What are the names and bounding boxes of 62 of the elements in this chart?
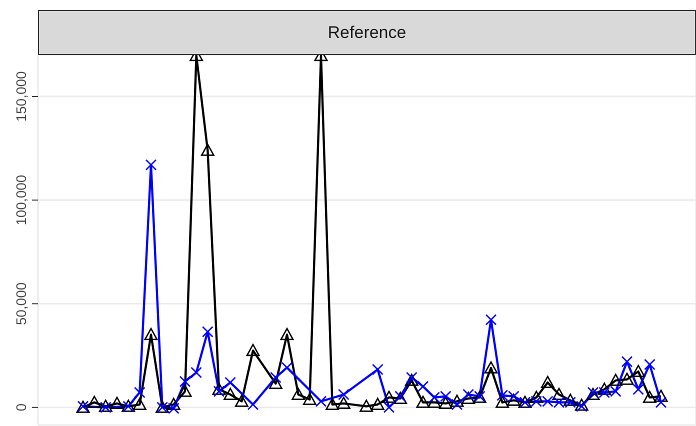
y-tick-label: 150,000 — [13, 70, 29, 122]
point — [302, 392, 316, 406]
point — [292, 388, 306, 400]
point — [598, 382, 612, 395]
chart-title: Reference — [328, 22, 406, 42]
point — [438, 396, 452, 409]
point — [484, 361, 498, 374]
point — [268, 376, 282, 390]
point — [224, 376, 236, 388]
point — [88, 396, 102, 408]
y-tick-label: 100,000 — [13, 174, 29, 226]
point — [383, 402, 395, 414]
y-tick-label: 0 — [13, 403, 29, 412]
point — [632, 384, 644, 396]
point — [416, 396, 430, 408]
point — [280, 328, 294, 340]
point — [564, 394, 578, 406]
point — [372, 364, 384, 376]
point — [134, 386, 146, 398]
point — [370, 398, 384, 410]
point — [132, 398, 146, 410]
point — [270, 372, 282, 384]
point — [202, 326, 214, 338]
point — [338, 388, 350, 400]
point — [315, 396, 327, 408]
point — [404, 374, 418, 386]
point — [382, 390, 396, 403]
point — [644, 358, 656, 370]
point — [485, 314, 497, 326]
point — [450, 394, 464, 407]
y-tick-label: 50,000 — [13, 282, 29, 326]
point — [110, 396, 124, 409]
point — [234, 394, 248, 407]
point — [642, 390, 656, 403]
point — [144, 328, 158, 340]
point — [224, 388, 238, 400]
point — [496, 396, 510, 408]
point — [530, 390, 544, 403]
point — [608, 374, 622, 386]
point — [166, 398, 180, 410]
point — [620, 372, 634, 385]
point — [632, 364, 646, 378]
point — [360, 400, 374, 412]
point — [190, 366, 202, 378]
point — [428, 396, 442, 408]
point — [506, 394, 520, 406]
point — [178, 384, 192, 397]
point — [213, 386, 225, 398]
point — [145, 159, 157, 171]
point — [336, 396, 350, 409]
point — [451, 398, 463, 410]
point — [552, 388, 566, 400]
point — [406, 372, 418, 384]
point — [654, 390, 668, 402]
point — [540, 376, 554, 388]
point — [621, 356, 633, 368]
point — [326, 398, 340, 410]
point — [179, 376, 191, 388]
point — [212, 382, 226, 395]
point — [655, 396, 667, 408]
point — [246, 344, 260, 356]
point — [462, 392, 476, 404]
